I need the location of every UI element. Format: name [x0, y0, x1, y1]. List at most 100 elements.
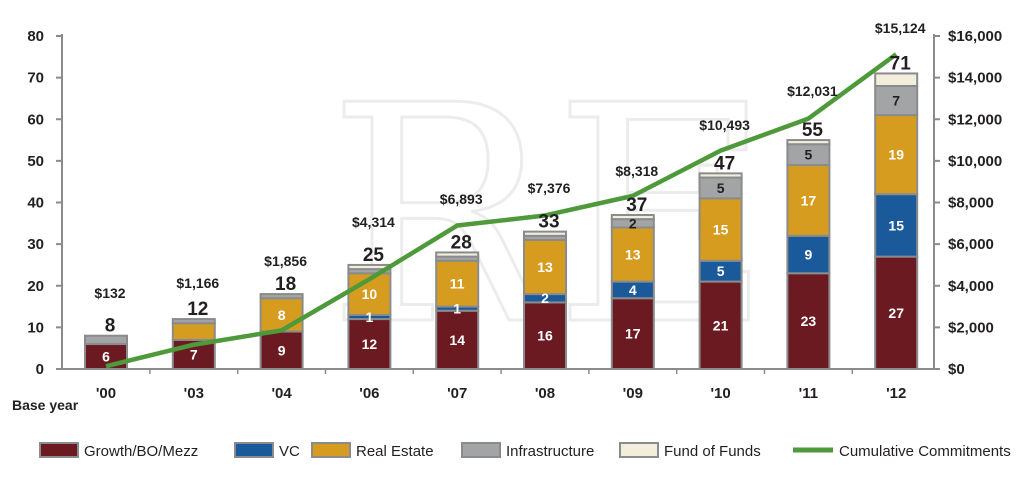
segment-label: 12 [362, 336, 378, 352]
legend: Growth/BO/Mezz VC Real Estate Infrastructur… [39, 442, 1011, 460]
legend-label: Growth/BO/Mezz [84, 443, 198, 460]
bar-segment [84, 334, 128, 346]
total-label: 33 [538, 212, 559, 233]
segment-label: 1 [366, 309, 374, 325]
segment-label: 4 [629, 282, 637, 298]
x-tick-label: '10 [710, 385, 730, 402]
segment-label: 23 [801, 313, 817, 329]
bar-segment [874, 72, 919, 87]
legend-swatch [311, 442, 351, 458]
x-tick-label: '00 [96, 385, 116, 402]
x-tick-label: '09 [623, 385, 643, 402]
segment-label: 1 [453, 301, 461, 317]
bar-segment [874, 255, 919, 370]
bar-segment [259, 293, 304, 300]
bar-segment [610, 297, 655, 370]
cumulative-value-label: $15,124 [875, 20, 926, 36]
segment-label: 8 [278, 307, 286, 323]
segment-label: 16 [537, 328, 553, 344]
segment-label: 13 [537, 259, 553, 275]
right-tick-label: $6,000 [948, 236, 994, 253]
left-tick-label: 30 [27, 236, 44, 253]
legend-label: Cumulative Commitments [839, 443, 1011, 460]
right-tick-label: $2,000 [948, 319, 994, 336]
segment-label: 17 [801, 192, 817, 208]
segment-label: 5 [717, 180, 725, 196]
legend-swatch [234, 442, 274, 458]
segment-label: 21 [713, 317, 729, 333]
segment-label: 10 [362, 286, 378, 302]
left-tick-label: 50 [27, 153, 44, 170]
bar-segment [435, 251, 480, 258]
segment-label: 9 [278, 342, 286, 358]
x-tick-label: '04 [271, 385, 292, 402]
bar-segment [698, 172, 743, 179]
segment-label: 7 [190, 346, 198, 362]
legend-label: Fund of Funds [664, 443, 761, 460]
cumulative-value-label: $8,318 [615, 163, 658, 179]
bar-segment [523, 230, 567, 237]
x-tick-label: '06 [359, 385, 379, 402]
left-tick-label: 20 [27, 278, 44, 295]
legend-label: Infrastructure [506, 443, 594, 460]
bar-segment [874, 114, 919, 196]
segment-label: 19 [888, 147, 904, 163]
bar-segment [347, 318, 392, 370]
right-tick-label: $8,000 [948, 195, 994, 212]
bar-segment [435, 259, 480, 308]
bars [84, 72, 919, 371]
cumulative-value-label: $132 [94, 285, 125, 301]
legend-label: Real Estate [356, 443, 434, 460]
legend-swatch [461, 442, 501, 458]
left-tick-label: 70 [27, 70, 44, 87]
cumulative-line [105, 52, 898, 369]
bar-segment [786, 139, 831, 146]
left-tick-label: 40 [27, 195, 44, 212]
segment-label: 2 [541, 290, 549, 306]
cumulative-value-label: $10,493 [699, 117, 750, 133]
x-tick-label: '07 [447, 385, 467, 402]
legend-label: VC [279, 443, 300, 460]
cumulative-value-label: $12,031 [787, 83, 838, 99]
segment-label: 13 [625, 247, 641, 263]
cumulative-line-group [105, 52, 898, 369]
x-tick-label: '11 [799, 385, 818, 402]
bar-segment [786, 272, 831, 371]
bar-segment [435, 309, 480, 371]
segment-label: 14 [449, 332, 465, 348]
cumulative-value-label: $7,376 [528, 180, 571, 196]
bar-segment [698, 197, 743, 262]
legend-swatch [39, 442, 79, 458]
total-label: 47 [714, 153, 735, 174]
x-tick-label: '12 [886, 385, 906, 402]
total-label: 8 [105, 316, 116, 337]
bar-segment [171, 318, 216, 325]
cumulative-value-label: $1,856 [264, 253, 307, 269]
segment-label: 17 [625, 326, 641, 342]
labels: 6871298181211025141112816213331741323721… [94, 20, 925, 365]
x-tick-label: '08 [535, 385, 555, 402]
segment-label: 9 [805, 247, 813, 263]
left-tick-label: 60 [27, 111, 44, 128]
bar-segment [171, 322, 216, 341]
left-tick-label: 80 [27, 28, 44, 45]
total-label: 25 [363, 245, 385, 266]
segment-label: 27 [888, 305, 904, 321]
total-label: 71 [890, 53, 912, 74]
segment-label: 15 [713, 222, 729, 238]
right-tick-label: $14,000 [948, 70, 1002, 87]
segment-label: 6 [102, 349, 110, 365]
right-tick-label: $12,000 [948, 111, 1002, 128]
left-tick-label: 0 [36, 361, 44, 378]
right-tick-label: $0 [948, 361, 965, 378]
total-label: 18 [275, 274, 296, 295]
left-tick-label: 10 [27, 319, 44, 336]
segment-label: 7 [892, 93, 900, 109]
bar-segment [523, 301, 567, 370]
segment-label: 15 [888, 217, 904, 233]
right-tick-label: $16,000 [948, 28, 1002, 45]
total-label: 28 [451, 232, 472, 253]
segment-label: 11 [450, 276, 465, 292]
total-label: 55 [802, 120, 824, 141]
